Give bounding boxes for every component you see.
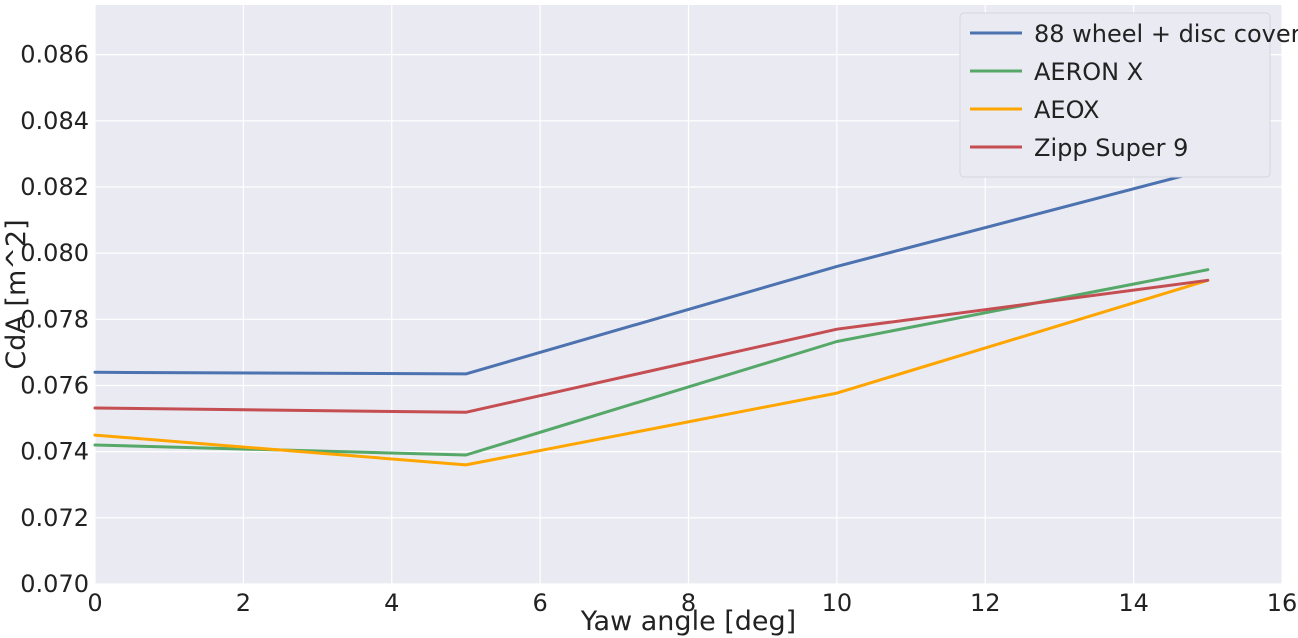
x-tick-label: 6	[532, 589, 547, 617]
y-tick-label: 0.072	[20, 504, 89, 532]
x-tick-label: 10	[822, 589, 853, 617]
legend-label: 88 wheel + disc cover	[1034, 20, 1298, 48]
x-tick-label: 2	[236, 589, 251, 617]
x-tick-label: 12	[970, 589, 1001, 617]
series-lines	[93, 167, 1210, 467]
x-tick-label: 4	[384, 589, 399, 617]
legend-label: AEOX	[1034, 96, 1099, 124]
y-tick-label: 0.084	[20, 107, 89, 135]
y-tick-label: 0.078	[20, 305, 89, 333]
y-tick-label: 0.070	[20, 570, 89, 598]
y-tick-label: 0.074	[20, 438, 89, 466]
legend-box	[959, 12, 1271, 178]
x-tick-label: 0	[87, 589, 102, 617]
y-tick-label: 0.082	[20, 173, 89, 201]
x-tick-label: 8	[681, 589, 696, 617]
x-axis-ticks: 0 2 4 6 8 10 12 14 16	[87, 589, 1297, 617]
y-tick-label: 0.086	[20, 41, 89, 69]
y-tick-label: 0.080	[20, 239, 89, 267]
legend-label: AERON X	[1034, 58, 1143, 86]
y-axis-title: CdA [m^2]	[1, 219, 32, 369]
x-axis-title: Yaw angle [deg]	[580, 606, 796, 637]
legend: 88 wheel + disc cover AERON X AEOX Zipp Sup…	[959, 12, 1298, 178]
series-line	[93, 167, 1210, 376]
x-tick-label: 14	[1118, 589, 1149, 617]
y-axis-ticks: 0.070 0.072 0.074 0.076 0.078 0.080 0.082 0.084…	[20, 41, 89, 598]
x-tick-label: 16	[1267, 589, 1298, 617]
series-line	[93, 278, 1210, 414]
y-tick-label: 0.076	[20, 371, 89, 399]
legend-label: Zipp Super 9	[1034, 134, 1188, 162]
series-line	[93, 278, 1210, 467]
